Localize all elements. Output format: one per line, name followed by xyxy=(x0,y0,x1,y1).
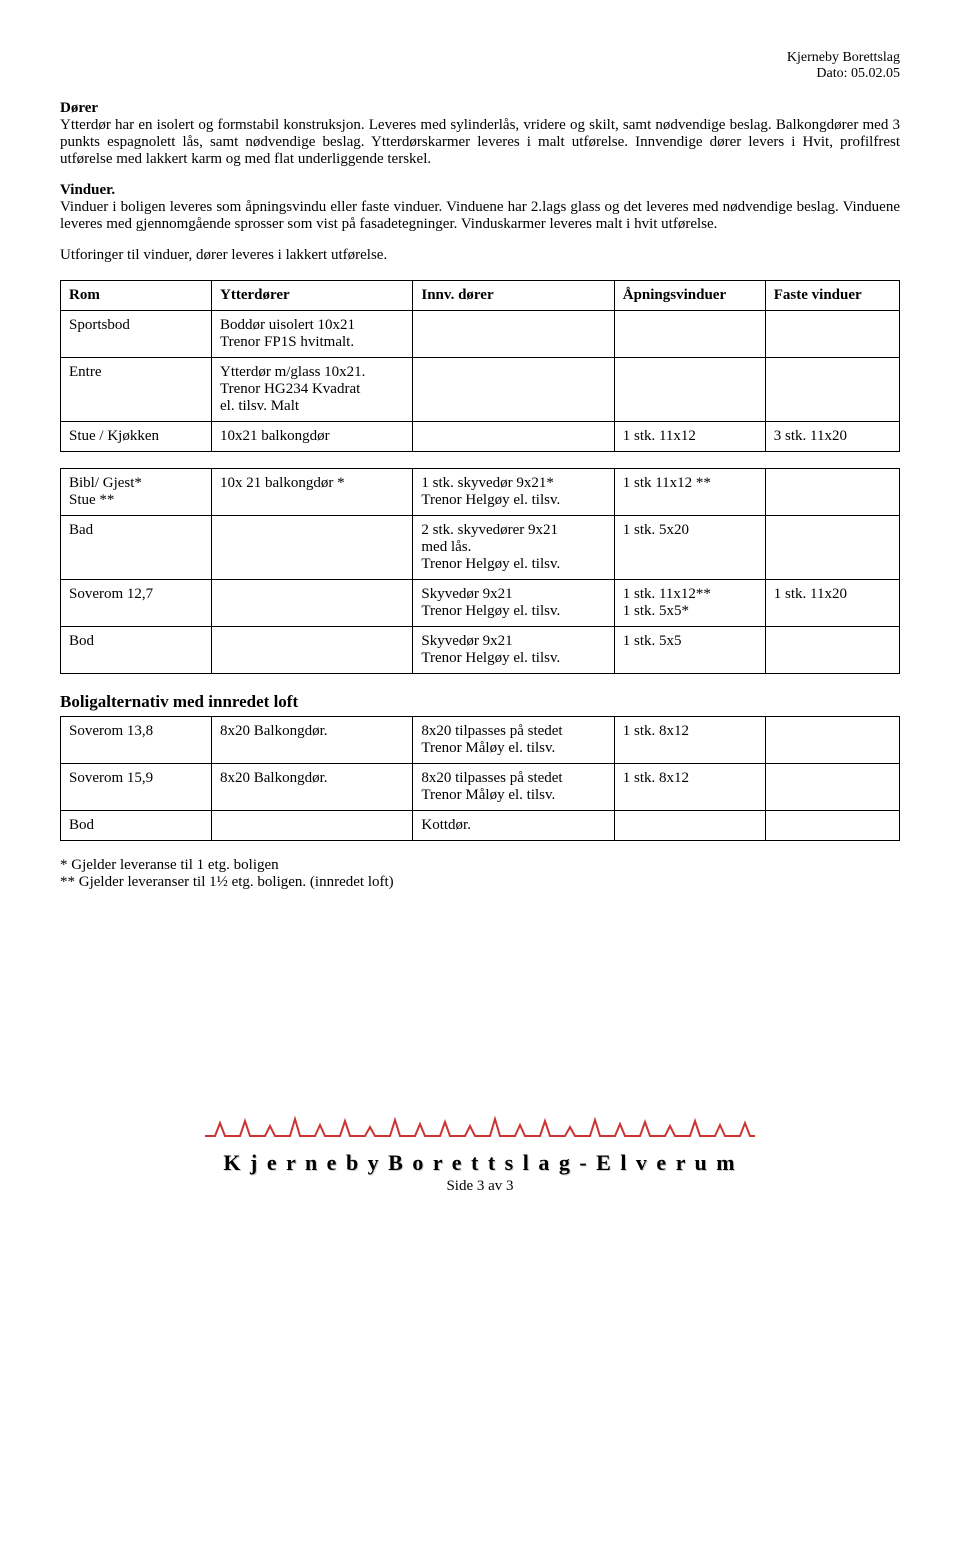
table-cell: Bibl/ Gjest* Stue ** xyxy=(61,469,212,516)
table-row: Bibl/ Gjest* Stue **10x 21 balkongdør *1… xyxy=(61,469,900,516)
table-cell: Bod xyxy=(61,627,212,674)
table-cell: 8x20 tilpasses på stedet Trenor Måløy el… xyxy=(413,717,614,764)
table-row: Soverom 15,98x20 Balkongdør.8x20 tilpass… xyxy=(61,764,900,811)
dorer-body: Ytterdør har en isolert og formstabil ko… xyxy=(60,117,900,167)
table-cell: Soverom 15,9 xyxy=(61,764,212,811)
table-cell xyxy=(614,311,765,358)
table-row: Bod Skyvedør 9x21 Trenor Helgøy el. tilsv… xyxy=(61,627,900,674)
table-cell xyxy=(765,717,899,764)
table-row: Bad 2 stk. skyvedører 9x21 med lås. Treno… xyxy=(61,516,900,580)
table-cell: 1 stk. 5x5 xyxy=(614,627,765,674)
table-cell xyxy=(765,311,899,358)
table-row: SportsbodBoddør uisolert 10x21 Trenor FP… xyxy=(61,311,900,358)
table-cell: 1 stk. skyvedør 9x21* Trenor Helgøy el. … xyxy=(413,469,614,516)
doors-windows-table-3: Soverom 13,88x20 Balkongdør.8x20 tilpass… xyxy=(60,716,900,841)
table-cell xyxy=(765,764,899,811)
table-row: EntreYtterdør m/glass 10x21. Trenor HG23… xyxy=(61,358,900,422)
table-cell: Entre xyxy=(61,358,212,422)
table-cell xyxy=(413,422,614,452)
table-cell: 1 stk. 5x20 xyxy=(614,516,765,580)
vinduer-body: Vinduer i boligen leveres som åpningsvin… xyxy=(60,199,900,232)
table-cell: Soverom 13,8 xyxy=(61,717,212,764)
th-innv: Innv. dører xyxy=(413,281,614,311)
table-cell: 10x21 balkongdør xyxy=(212,422,413,452)
table-cell: 8x20 Balkongdør. xyxy=(212,764,413,811)
footnote-2: ** Gjelder leveranser til 1½ etg. bolige… xyxy=(60,874,900,891)
table-cell: 10x 21 balkongdør * xyxy=(212,469,413,516)
table-cell xyxy=(212,627,413,674)
table-cell xyxy=(765,627,899,674)
table-cell xyxy=(614,358,765,422)
table-cell xyxy=(413,311,614,358)
table-cell xyxy=(765,811,899,841)
date: Dato: 05.02.05 xyxy=(60,66,900,82)
table-cell: Soverom 12,7 xyxy=(61,580,212,627)
table-cell: 1 stk. 8x12 xyxy=(614,764,765,811)
table-cell: 3 stk. 11x20 xyxy=(765,422,899,452)
skyline-icon xyxy=(60,1111,900,1146)
table-cell: 1 stk. 11x12** 1 stk. 5x5* xyxy=(614,580,765,627)
table-cell: 1 stk. 8x12 xyxy=(614,717,765,764)
header-right: Kjerneby Borettslag Dato: 05.02.05 xyxy=(60,50,900,82)
table-cell xyxy=(212,811,413,841)
table-cell xyxy=(212,580,413,627)
footer-page: Side 3 av 3 xyxy=(60,1178,900,1195)
utforinger-text: Utforinger til vinduer, dører leveres i … xyxy=(60,247,900,264)
table-cell: Bad xyxy=(61,516,212,580)
table-cell: 2 stk. skyvedører 9x21 med lås. Trenor H… xyxy=(413,516,614,580)
table-row: Bod Kottdør. xyxy=(61,811,900,841)
table-cell xyxy=(765,358,899,422)
table-cell xyxy=(765,469,899,516)
th-fast: Faste vinduer xyxy=(765,281,899,311)
th-rom: Rom xyxy=(61,281,212,311)
table-cell xyxy=(413,358,614,422)
table-cell xyxy=(212,516,413,580)
doors-windows-table-1: Rom Ytterdører Innv. dører Åpningsvindue… xyxy=(60,280,900,452)
table-cell: Ytterdør m/glass 10x21. Trenor HG234 Kva… xyxy=(212,358,413,422)
table-header-row: Rom Ytterdører Innv. dører Åpningsvindue… xyxy=(61,281,900,311)
table-cell: 8x20 tilpasses på stedet Trenor Måløy el… xyxy=(413,764,614,811)
table-cell: Skyvedør 9x21 Trenor Helgøy el. tilsv. xyxy=(413,580,614,627)
doors-windows-table-2: Bibl/ Gjest* Stue **10x 21 balkongdør *1… xyxy=(60,468,900,674)
org-name: Kjerneby Borettslag xyxy=(60,50,900,66)
table-row: Soverom 13,88x20 Balkongdør.8x20 tilpass… xyxy=(61,717,900,764)
table-cell: Boddør uisolert 10x21 Trenor FP1S hvitma… xyxy=(212,311,413,358)
table-cell: Sportsbod xyxy=(61,311,212,358)
table-cell: Kottdør. xyxy=(413,811,614,841)
table-cell: Stue / Kjøkken xyxy=(61,422,212,452)
table-cell: Skyvedør 9x21 Trenor Helgøy el. tilsv. xyxy=(413,627,614,674)
table-cell: 1 stk. 11x20 xyxy=(765,580,899,627)
table-cell xyxy=(614,811,765,841)
table-row: Soverom 12,7 Skyvedør 9x21 Trenor Helgøy … xyxy=(61,580,900,627)
table-cell: Bod xyxy=(61,811,212,841)
footnotes: * Gjelder leveranse til 1 etg. boligen *… xyxy=(60,857,900,891)
th-ytter: Ytterdører xyxy=(212,281,413,311)
table-cell: 8x20 Balkongdør. xyxy=(212,717,413,764)
loft-title: Boligalternativ med innredet loft xyxy=(60,692,900,712)
vinduer-title: Vinduer. xyxy=(60,182,115,198)
th-apn: Åpningsvinduer xyxy=(614,281,765,311)
footer-title: K j e r n e b y B o r e t t s l a g - E … xyxy=(60,1150,900,1176)
table-cell: 1 stk 11x12 ** xyxy=(614,469,765,516)
table-row: Stue / Kjøkken10x21 balkongdør 1 stk. 11x… xyxy=(61,422,900,452)
table-cell: 1 stk. 11x12 xyxy=(614,422,765,452)
footnote-1: * Gjelder leveranse til 1 etg. boligen xyxy=(60,857,900,874)
footer: K j e r n e b y B o r e t t s l a g - E … xyxy=(60,1111,900,1195)
table-cell xyxy=(765,516,899,580)
dorer-title: Dører xyxy=(60,100,98,116)
